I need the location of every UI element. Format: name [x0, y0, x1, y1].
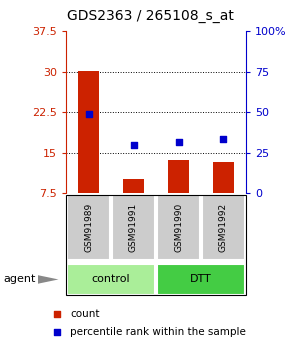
Text: agent: agent: [3, 275, 35, 284]
Polygon shape: [38, 275, 58, 284]
Text: count: count: [70, 309, 99, 319]
Point: [86, 111, 91, 117]
Text: GSM91990: GSM91990: [174, 203, 183, 252]
Text: DTT: DTT: [190, 275, 212, 284]
Text: percentile rank within the sample: percentile rank within the sample: [70, 327, 246, 337]
Bar: [168, 160, 189, 193]
Text: GSM91991: GSM91991: [129, 203, 138, 252]
Bar: [123, 179, 144, 193]
Bar: [213, 162, 234, 193]
Text: control: control: [92, 275, 130, 284]
Bar: [78, 70, 99, 193]
Text: GDS2363 / 265108_s_at: GDS2363 / 265108_s_at: [67, 9, 233, 22]
Text: GSM91992: GSM91992: [219, 203, 228, 252]
Point: [211, 234, 216, 239]
Point: [131, 142, 136, 147]
Text: GSM91989: GSM91989: [84, 203, 93, 252]
Point: [176, 139, 181, 145]
Point: [221, 136, 226, 142]
Point: [211, 71, 216, 77]
